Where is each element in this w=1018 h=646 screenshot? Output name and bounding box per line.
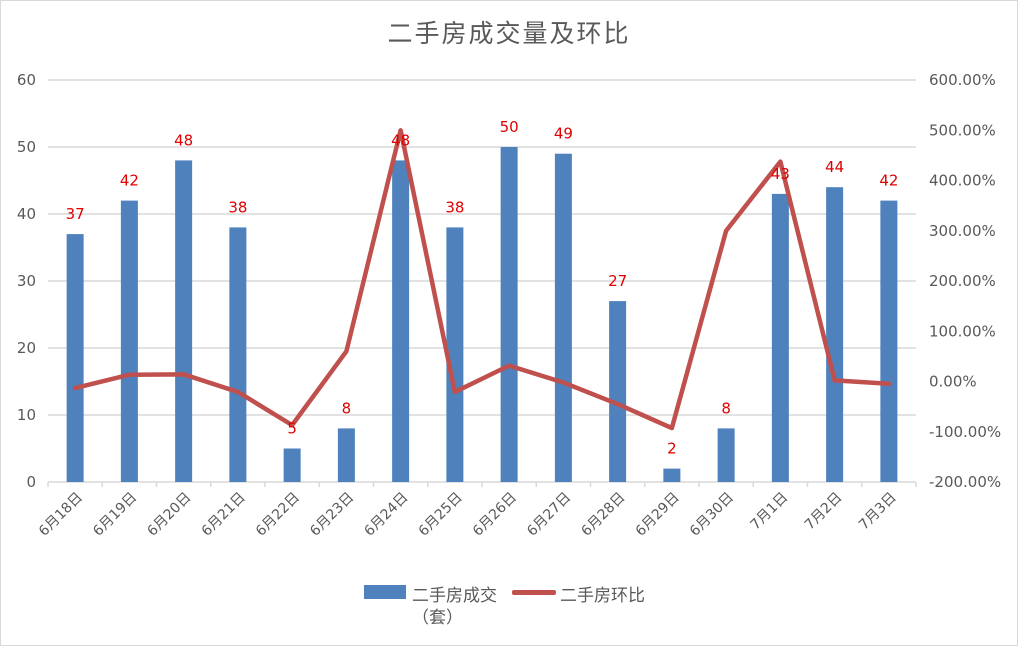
left-axis-tick-label: 60 [17,71,36,89]
category-label: 6月24日 [361,490,411,540]
bar [554,153,572,482]
right-axis-tick-label: 200.00% [929,272,996,290]
legend-line-label: 二手房环比 [560,586,645,606]
category-label: 6月18日 [36,490,86,540]
bar [880,200,898,482]
bar-data-label: 48 [174,131,193,149]
right-axis-tick-label: 500.00% [929,121,996,139]
bar-data-label: 42 [120,172,139,190]
bar-data-label: 5 [287,420,297,438]
bar-data-label: 27 [608,272,627,290]
bar [663,468,681,482]
bar [771,193,789,482]
bar [229,227,247,482]
bar-data-label: 43 [771,165,790,183]
category-label: 7月1日 [747,490,791,534]
bar-data-label: 50 [500,118,519,136]
bar [120,200,138,482]
right-axis-tick-label: 100.00% [929,322,996,340]
bar-data-label: 2 [667,440,677,458]
right-axis-tick-label: -100.00% [929,423,1001,441]
bar-data-label: 42 [879,172,898,190]
chart-title: 二手房成交量及环比 [387,19,631,48]
category-label: 6月28日 [578,490,628,540]
right-axis-tick-label: 600.00% [929,71,996,89]
right-axis-tick-label: 0.00% [929,373,977,391]
bar [609,301,627,482]
right-axis-tick-label: 400.00% [929,172,996,190]
left-axis-tick-label: 40 [17,205,36,223]
category-label: 7月2日 [802,490,846,534]
category-label: 6月21日 [199,490,249,540]
bar-data-label: 44 [825,158,844,176]
category-label: 6月20日 [144,490,194,540]
bar-data-label: 38 [228,198,247,216]
category-label: 6月25日 [416,490,466,540]
bar [66,234,84,482]
legend-bar-label-unit: （套） [412,608,463,628]
bar [175,160,193,482]
category-label: 6月23日 [307,490,357,540]
bar-data-label: 8 [721,399,731,417]
category-label: 7月3日 [856,490,900,534]
bar-data-label: 49 [554,125,573,143]
bar [717,428,735,482]
bar-data-label: 8 [342,399,352,417]
bar-data-label: 37 [66,205,85,223]
category-label: 6月29日 [633,490,683,540]
left-axis-tick-label: 20 [17,339,36,357]
bar-data-label: 48 [391,131,410,149]
category-label: 6月19日 [90,490,140,540]
bar [826,187,844,482]
category-label: 6月22日 [253,490,303,540]
category-label: 6月30日 [687,490,737,540]
bar [446,227,464,482]
right-axis-tick-label: -200.00% [929,473,1001,491]
legend-line-swatch-icon [512,590,556,595]
bar [283,448,301,482]
category-label: 6月27日 [524,490,574,540]
bar-data-label: 38 [445,198,464,216]
legend-bar-swatch-icon [364,585,406,599]
left-axis-tick-label: 0 [26,473,36,491]
bar [392,160,410,482]
category-label: 6月26日 [470,490,520,540]
right-axis-tick-label: 300.00% [929,222,996,240]
left-axis-tick-label: 30 [17,272,36,290]
left-axis-tick-label: 50 [17,138,36,156]
left-axis-tick-label: 10 [17,406,36,424]
ratio-line [72,128,892,431]
bar [337,428,355,482]
bar [500,147,518,482]
legend-bar-label: 二手房成交 [412,586,497,606]
